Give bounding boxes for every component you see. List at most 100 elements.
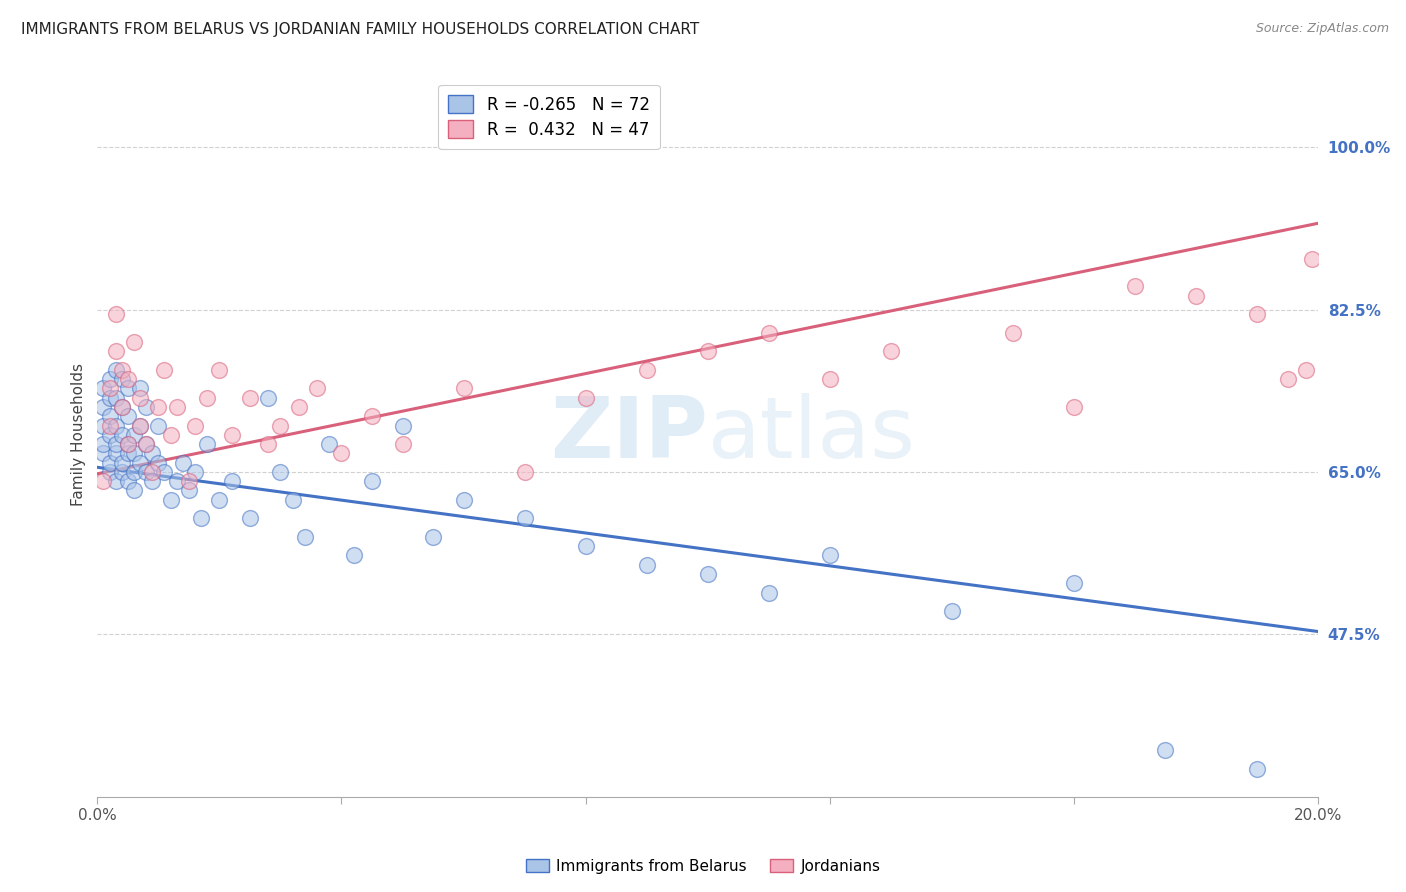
Point [696, 566, 718, 581]
Point [818, 372, 841, 386]
Point [93, 474, 115, 488]
Point [104, 418, 127, 433]
Point [166, 474, 188, 488]
Text: Source: ZipAtlas.com: Source: ZipAtlas.com [1256, 22, 1389, 36]
Point [818, 549, 841, 563]
Point [141, 474, 163, 488]
Point [453, 381, 475, 395]
Point [93, 381, 115, 395]
Point [117, 474, 139, 488]
Point [111, 427, 134, 442]
Point [98, 465, 121, 479]
Point [166, 400, 188, 414]
Point [1001, 326, 1024, 340]
Point [941, 604, 963, 618]
Point [269, 418, 291, 433]
Point [172, 456, 194, 470]
Point [148, 400, 170, 414]
Point [117, 437, 139, 451]
Point [1301, 252, 1323, 266]
Point [104, 391, 127, 405]
Point [177, 474, 200, 488]
Point [117, 409, 139, 424]
Point [98, 456, 121, 470]
Point [159, 427, 181, 442]
Point [153, 363, 176, 377]
Point [117, 437, 139, 451]
Point [190, 511, 212, 525]
Point [1154, 743, 1177, 757]
Point [122, 334, 145, 349]
Point [422, 530, 444, 544]
Point [117, 381, 139, 395]
Point [361, 409, 384, 424]
Point [343, 549, 366, 563]
Point [513, 465, 536, 479]
Point [122, 427, 145, 442]
Point [93, 418, 115, 433]
Point [307, 381, 329, 395]
Point [104, 474, 127, 488]
Point [104, 344, 127, 359]
Point [513, 511, 536, 525]
Point [1063, 400, 1085, 414]
Point [129, 418, 152, 433]
Point [135, 400, 157, 414]
Point [135, 437, 157, 451]
Point [208, 492, 231, 507]
Point [696, 344, 718, 359]
Point [122, 465, 145, 479]
Point [257, 391, 280, 405]
Point [1295, 363, 1317, 377]
Point [129, 418, 152, 433]
Point [269, 465, 291, 479]
Point [98, 427, 121, 442]
Text: IMMIGRANTS FROM BELARUS VS JORDANIAN FAMILY HOUSEHOLDS CORRELATION CHART: IMMIGRANTS FROM BELARUS VS JORDANIAN FAM… [21, 22, 699, 37]
Point [111, 372, 134, 386]
Point [294, 530, 316, 544]
Point [361, 474, 384, 488]
Point [184, 418, 207, 433]
Y-axis label: Family Households: Family Households [72, 363, 86, 507]
Point [221, 427, 243, 442]
Point [98, 381, 121, 395]
Point [239, 511, 262, 525]
Point [257, 437, 280, 451]
Point [575, 391, 598, 405]
Point [1246, 307, 1268, 321]
Point [195, 391, 218, 405]
Point [184, 465, 207, 479]
Point [122, 446, 145, 460]
Point [111, 400, 134, 414]
Point [111, 363, 134, 377]
Point [111, 400, 134, 414]
Point [93, 400, 115, 414]
Point [391, 418, 413, 433]
Point [129, 391, 152, 405]
Point [141, 465, 163, 479]
Point [239, 391, 262, 405]
Point [391, 437, 413, 451]
Legend: R = -0.265   N = 72, R =  0.432   N = 47: R = -0.265 N = 72, R = 0.432 N = 47 [439, 85, 659, 149]
Point [135, 437, 157, 451]
Point [1123, 279, 1146, 293]
Point [111, 465, 134, 479]
Point [104, 363, 127, 377]
Text: atlas: atlas [707, 393, 915, 476]
Point [98, 409, 121, 424]
Point [117, 372, 139, 386]
Point [758, 585, 780, 599]
Point [117, 446, 139, 460]
Point [153, 465, 176, 479]
Point [758, 326, 780, 340]
Point [1063, 576, 1085, 591]
Point [287, 400, 309, 414]
Point [129, 456, 152, 470]
Point [208, 363, 231, 377]
Point [111, 456, 134, 470]
Point [636, 558, 658, 572]
Point [104, 446, 127, 460]
Point [195, 437, 218, 451]
Point [159, 492, 181, 507]
Point [93, 437, 115, 451]
